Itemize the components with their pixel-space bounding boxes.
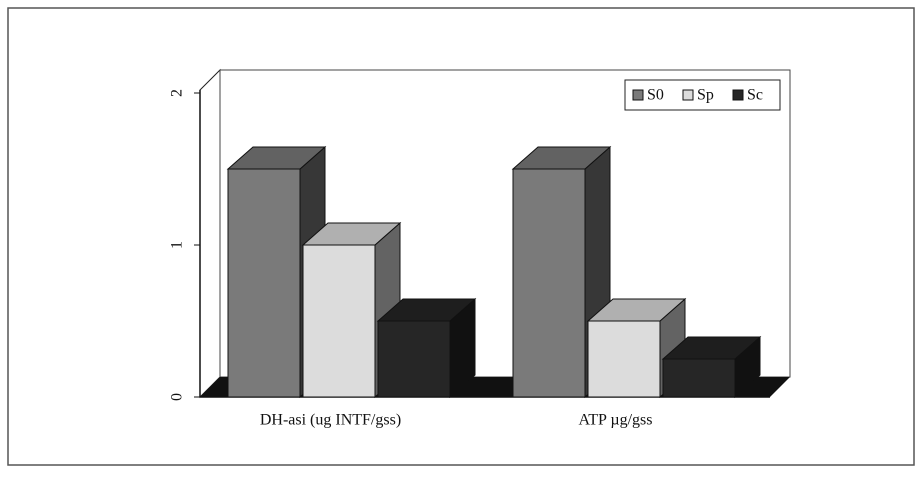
bar-front	[512, 168, 586, 398]
bar	[661, 335, 762, 399]
legend-swatch	[682, 89, 694, 101]
legend-box	[624, 79, 781, 111]
bar-front	[227, 168, 301, 398]
x-tick-label: DH-asi (ug INTF/gss)	[260, 412, 401, 429]
bar-front	[377, 320, 451, 398]
legend-label: Sc	[747, 87, 763, 104]
bar	[376, 297, 477, 399]
frame	[7, 7, 915, 466]
y-tick-label: 2	[169, 89, 186, 97]
legend-swatch	[732, 89, 744, 101]
y-tick-label: 1	[169, 241, 186, 249]
bar-front	[662, 358, 736, 398]
bar-front	[302, 244, 376, 398]
y-tick-label: 0	[169, 393, 186, 401]
legend-label: Sp	[697, 87, 714, 104]
bar	[511, 145, 612, 399]
side-wall	[199, 68, 221, 399]
x-tick-label: ATP µg/gss	[579, 412, 653, 429]
legend-swatch	[632, 89, 644, 101]
legend-label: S0	[647, 87, 664, 104]
bar-front	[587, 320, 661, 398]
